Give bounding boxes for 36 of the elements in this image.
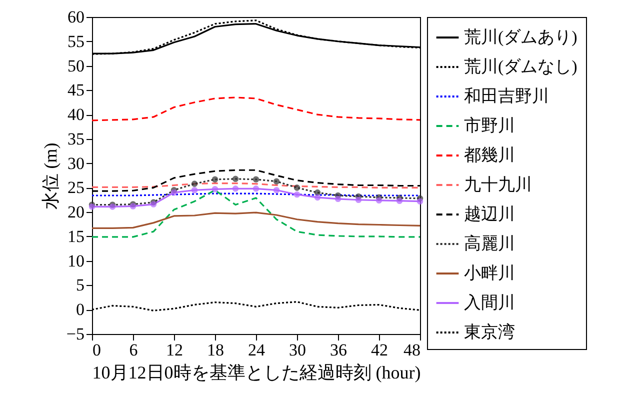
y-tick-label: 10 (68, 251, 84, 270)
y-tick-label: 45 (68, 80, 84, 100)
y-tick-label: 40 (68, 105, 84, 124)
legend-label: 高麗川 (464, 234, 515, 253)
x-tick-label: 48 (404, 340, 420, 360)
x-tick-label: 30 (289, 340, 306, 360)
y-axis-title: 水位 (m) (40, 142, 60, 210)
y-tick-label: 55 (68, 32, 84, 51)
y-tick-label: 25 (68, 178, 84, 198)
x-tick-label: 6 (129, 340, 138, 360)
y-tick-label: 30 (68, 154, 84, 173)
y-tick-label: 15 (68, 226, 84, 246)
y-tick-label: 35 (68, 129, 84, 148)
y-tick-label: 20 (68, 202, 84, 222)
x-tick-label: 42 (371, 340, 388, 360)
y-tick-label: 0 (76, 300, 84, 320)
legend-label: 小畔川 (464, 264, 515, 282)
legend-label: 荒川(ダムなし) (464, 57, 578, 76)
legend-label: 入間川 (464, 293, 515, 312)
x-tick-label: 36 (330, 340, 347, 360)
legend-label: 市野川 (464, 116, 515, 135)
legend-label: 荒川(ダムあり) (464, 28, 578, 46)
x-tick-label: 24 (248, 340, 266, 360)
x-tick-label: 12 (166, 340, 183, 360)
legend-label: 東京湾 (464, 322, 515, 342)
legend-label: 都幾川 (464, 146, 515, 164)
legend-label: 和田吉野川 (464, 86, 549, 106)
y-tick-label: −5 (66, 324, 84, 344)
y-tick-label: 60 (68, 8, 84, 26)
x-tick-label: 18 (207, 340, 224, 360)
y-tick-label: 50 (68, 56, 84, 76)
y-tick-label: 5 (76, 276, 84, 295)
legend-label: 越辺川 (464, 204, 515, 224)
x-tick-label: 0 (92, 340, 101, 360)
legend-label: 九十九川 (464, 175, 532, 194)
x-axis-title: 10月12日0時を基準とした経過時刻 (hour) (92, 362, 421, 382)
